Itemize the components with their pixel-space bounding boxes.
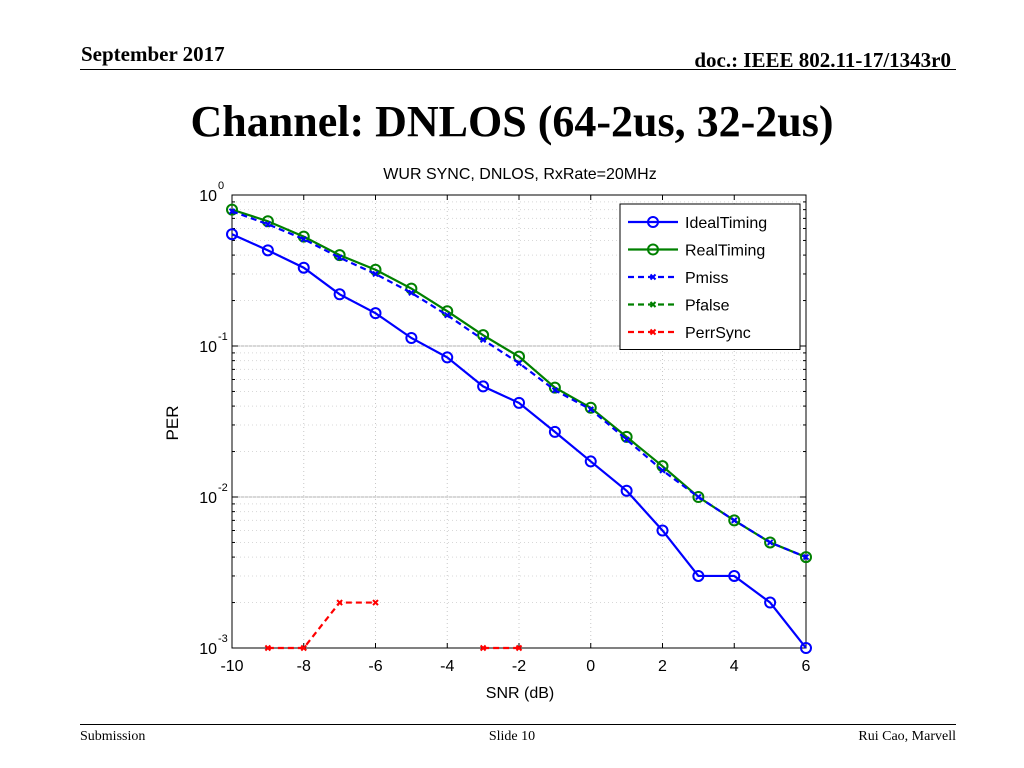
x-tick-label: -4 — [440, 658, 454, 675]
data-point-realtiming — [764, 536, 777, 549]
data-point-idealtiming — [800, 642, 812, 654]
x-tick-label: 4 — [730, 658, 739, 675]
data-point-idealtiming — [369, 307, 382, 320]
legend-layer: IdealTiming RealTiming Pmiss Pfalse PerrSync — [619, 203, 801, 350]
data-point-pmiss — [372, 270, 379, 278]
data-point-pmiss — [300, 235, 307, 243]
header-date: September 2017 — [81, 42, 225, 66]
footer-submission: Submission — [80, 729, 146, 744]
y-tick-exponent: -2 — [218, 482, 228, 494]
x-tick-label: -8 — [297, 658, 311, 675]
data-point-realtiming — [261, 215, 274, 228]
y-tick-exponent: 0 — [218, 180, 224, 192]
y-tick-exponent: -1 — [218, 331, 228, 343]
legend-box — [619, 203, 801, 350]
header-divider — [80, 69, 956, 70]
data-point-pmiss — [659, 467, 666, 474]
data-point-realtiming — [800, 551, 812, 564]
series-layer — [226, 203, 812, 654]
x-axis-label: SNR (dB) — [486, 685, 554, 702]
data-point-idealtiming — [333, 288, 346, 301]
legend-label-idealtiming: IdealTiming — [685, 215, 767, 232]
data-point-perrsync — [479, 644, 487, 652]
data-point-idealtiming — [548, 425, 561, 438]
x-tick-label: 6 — [802, 658, 811, 675]
data-point-idealtiming — [620, 484, 633, 497]
data-point-idealtiming — [692, 569, 705, 582]
data-point-pmiss — [623, 436, 630, 443]
data-point-pmiss — [479, 336, 487, 343]
header-doc-id: doc.: IEEE 802.11-17/1343r0 — [694, 48, 951, 72]
data-point-pmiss — [444, 311, 451, 319]
data-point-perrsync — [336, 599, 343, 606]
legend-marker-realtiming — [647, 243, 659, 256]
data-point-realtiming — [692, 491, 705, 503]
chart-background — [0, 150, 1024, 720]
x-tick-label: 2 — [658, 658, 667, 675]
y-tick-label: 10 — [199, 188, 217, 205]
slide-title: Channel: DNLOS (64-2us, 32-2us) — [190, 97, 834, 146]
legend-marker-idealtiming — [647, 216, 659, 228]
data-point-pmiss — [766, 539, 774, 546]
data-point-idealtiming — [441, 351, 454, 364]
data-point-realtiming — [226, 203, 238, 216]
data-point-perrsync — [372, 599, 379, 606]
data-point-pmiss — [695, 493, 702, 501]
data-point-realtiming — [728, 514, 741, 527]
data-point-idealtiming — [405, 331, 418, 344]
data-point-idealtiming — [513, 396, 525, 409]
data-point-pmiss — [228, 208, 236, 215]
series-line-perrsync — [267, 601, 376, 650]
series-line-idealtiming — [231, 233, 807, 649]
data-point-realtiming — [513, 350, 525, 363]
legend-label-perrsync: PerrSync — [685, 325, 751, 342]
legend-marker-perrsync — [649, 328, 657, 336]
chart-title: WUR SYNC, DNLOS, RxRate=20MHz — [383, 166, 656, 183]
y-tick-label: 10 — [199, 339, 217, 356]
data-point-idealtiming — [656, 524, 669, 537]
data-point-pmiss — [515, 359, 523, 367]
data-point-pmiss — [408, 289, 415, 297]
legend-marker-pmiss — [649, 273, 657, 281]
data-point-idealtiming — [728, 569, 741, 582]
data-point-idealtiming — [297, 261, 310, 274]
legend-marker-pfalse — [649, 301, 657, 308]
x-tick-label: 0 — [586, 658, 595, 675]
y-tick-label: 10 — [199, 490, 217, 507]
data-point-pmiss — [551, 386, 559, 394]
y-axis-label: PER — [163, 406, 182, 441]
footer-author: Rui Cao, Marvell — [858, 729, 956, 744]
data-point-pmiss — [264, 221, 272, 228]
legend-label-pfalse: Pfalse — [685, 298, 730, 315]
data-point-pmiss — [587, 406, 594, 413]
x-tick-label: -2 — [512, 658, 526, 675]
legend-label-pmiss: Pmiss — [685, 270, 729, 287]
chart-container: -10 -8 -6 -4 -2 0 2 4 6 10 0 10 -1 10 -2 10 -3 IdealTimi… — [0, 150, 1024, 720]
data-point-realtiming — [620, 430, 633, 443]
y-tick-label: 10 — [199, 641, 217, 658]
data-point-perrsync — [264, 644, 272, 652]
data-point-idealtiming — [477, 380, 490, 393]
data-point-idealtiming — [226, 228, 238, 241]
data-point-idealtiming — [261, 244, 274, 257]
data-point-pmiss — [802, 553, 810, 561]
data-point-perrsync — [300, 644, 307, 652]
data-point-pmiss — [336, 254, 343, 261]
footer-divider — [80, 724, 956, 725]
legend-label-realtiming: RealTiming — [685, 243, 765, 260]
y-tick-exponent: -3 — [218, 633, 228, 645]
footer-slide-number: Slide 10 — [488, 729, 536, 744]
data-point-realtiming — [584, 401, 597, 414]
x-tick-label: -10 — [220, 658, 243, 675]
data-point-perrsync — [515, 644, 523, 652]
data-point-idealtiming — [764, 596, 777, 609]
x-tick-label: -6 — [368, 658, 382, 675]
data-point-idealtiming — [584, 455, 597, 468]
data-point-pmiss — [731, 517, 738, 524]
